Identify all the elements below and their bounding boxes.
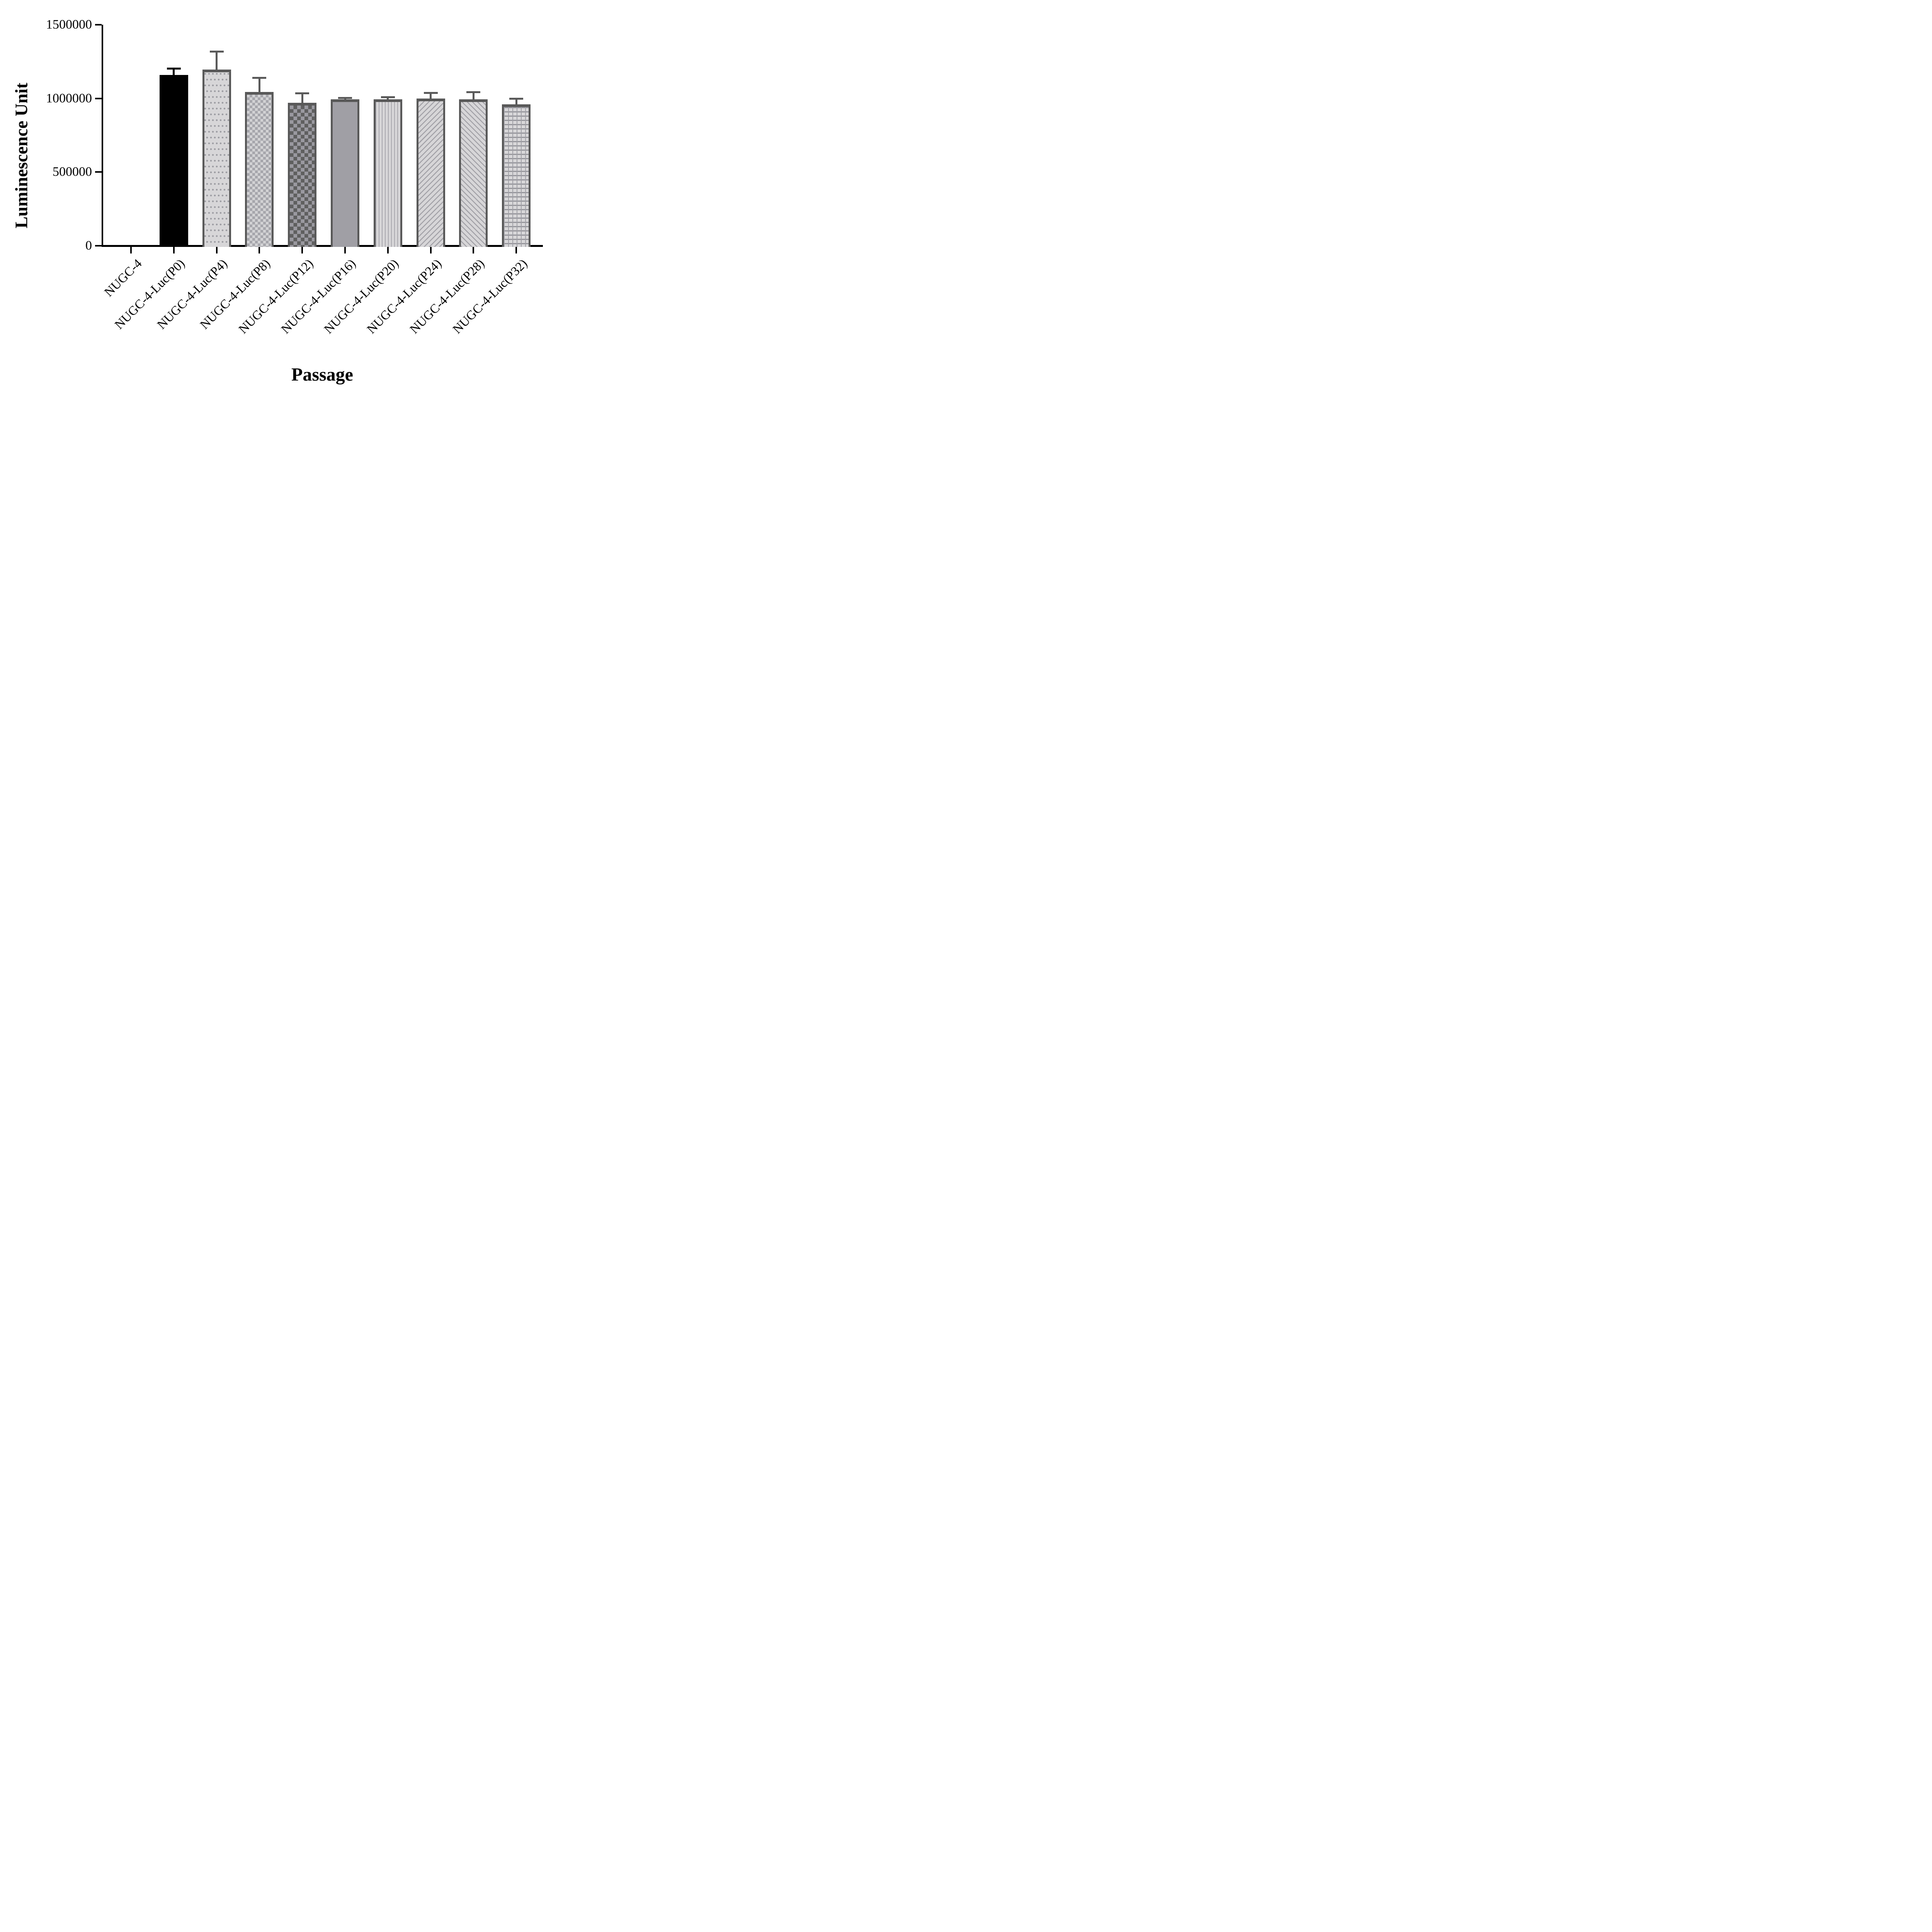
error-bar-cap-nugc-4-luc-p0	[167, 67, 181, 70]
y-tick-label-1500000: 1500000	[46, 17, 92, 32]
y-tick-0	[95, 245, 102, 247]
x-axis-line	[102, 245, 543, 247]
x-tick-nugc-4-luc-p20	[387, 247, 389, 253]
x-tick-nugc-4-luc-p8	[259, 247, 260, 253]
y-tick-label-500000: 500000	[53, 165, 92, 179]
bar-nugc-4-luc-p8	[245, 92, 274, 247]
x-axis-title: Passage	[291, 364, 353, 385]
error-bar-cap-nugc-4-luc-p28	[466, 91, 481, 93]
x-tick-nugc-4-luc-p32	[515, 247, 517, 253]
error-bar-stem-nugc-4-luc-p0	[173, 69, 175, 77]
x-category-label-nugc-4-luc-p20: NUGC-4-Luc(P20)	[321, 257, 402, 337]
error-bar-stem-nugc-4-luc-p4	[216, 52, 218, 71]
error-bar-stem-nugc-4-luc-p32	[515, 99, 517, 106]
bar-nugc-4-luc-p16	[331, 99, 359, 247]
x-category-label-nugc-4-luc-p32: NUGC-4-Luc(P32)	[450, 257, 530, 337]
bar-nugc-4-luc-p32	[502, 104, 531, 247]
x-category-label-nugc-4: NUGC-4	[102, 257, 145, 300]
y-axis-title: Luminescence Unit	[11, 83, 31, 228]
x-tick-nugc-4-luc-p4	[216, 247, 218, 253]
bar-nugc-4-luc-p20	[373, 99, 402, 247]
x-category-label-nugc-4-luc-p24: NUGC-4-Luc(P24)	[364, 257, 445, 337]
y-tick-label-1000000: 1000000	[46, 91, 92, 105]
error-bar-stem-nugc-4-luc-p12	[301, 94, 303, 105]
error-bar-stem-nugc-4-luc-p8	[258, 78, 260, 94]
error-bar-cap-nugc-4-luc-p20	[381, 96, 395, 98]
bar-nugc-4-luc-p0	[159, 75, 188, 247]
y-tick-label-0: 0	[85, 238, 92, 253]
y-tick-1000000	[95, 97, 102, 99]
x-tick-nugc-4	[130, 247, 132, 253]
error-bar-cap-nugc-4-luc-p32	[509, 97, 524, 100]
x-tick-nugc-4-luc-p28	[473, 247, 474, 253]
error-bar-cap-nugc-4-luc-p12	[295, 92, 310, 95]
bar-nugc-4-luc-p12	[288, 103, 317, 247]
y-axis-line	[102, 25, 103, 247]
bar-nugc-4-luc-p24	[416, 98, 445, 247]
error-bar-cap-nugc-4-luc-p16	[338, 97, 352, 99]
x-tick-nugc-4-luc-p16	[344, 247, 346, 253]
x-tick-nugc-4-luc-p24	[430, 247, 432, 253]
bar-nugc-4-luc-p28	[459, 99, 488, 247]
x-category-label-nugc-4-luc-p16: NUGC-4-Luc(P16)	[279, 257, 359, 337]
chart-page: 0 500000 1000000 1500000 NUGC-4 NUGC-4-Luc(P…	[0, 0, 570, 392]
error-bar-stem-nugc-4-luc-p24	[430, 93, 432, 100]
x-tick-nugc-4-luc-p0	[173, 247, 175, 253]
x-tick-nugc-4-luc-p12	[301, 247, 303, 253]
error-bar-cap-nugc-4-luc-p24	[423, 92, 438, 94]
y-tick-1500000	[95, 24, 102, 26]
bar-chart: 0 500000 1000000 1500000 NUGC-4 NUGC-4-Luc(P…	[0, 0, 570, 392]
error-bar-cap-nugc-4-luc-p8	[252, 77, 267, 79]
error-bar-cap-nugc-4-luc-p4	[209, 50, 224, 53]
x-category-label-nugc-4-luc-p28: NUGC-4-Luc(P28)	[407, 257, 487, 337]
bar-nugc-4-luc-p4	[202, 70, 231, 247]
error-bar-stem-nugc-4-luc-p28	[472, 92, 474, 101]
y-tick-500000	[95, 171, 102, 173]
x-category-label-nugc-4-luc-p12: NUGC-4-Luc(P12)	[236, 257, 316, 337]
